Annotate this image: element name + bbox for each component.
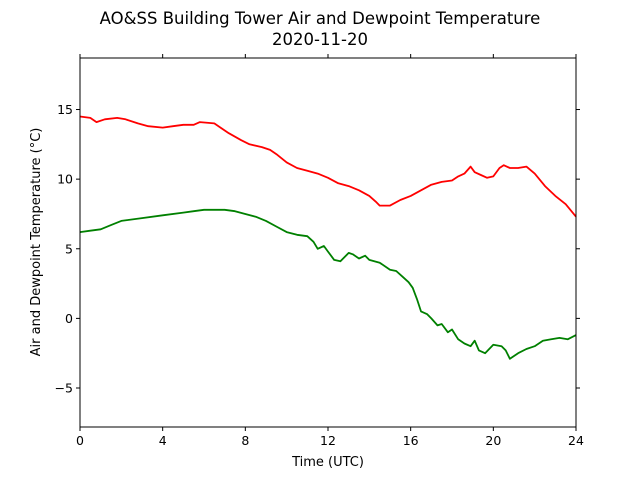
x-axis-label: Time (UTC) xyxy=(291,455,364,470)
plot-frame xyxy=(79,57,577,428)
y-tick-label: −5 xyxy=(55,381,73,396)
y-axis-ticks: −5 0 5 10 15 xyxy=(55,102,580,396)
x-tick-label: 0 xyxy=(76,433,84,448)
x-tick-label: 16 xyxy=(403,433,419,448)
y-tick-label: 5 xyxy=(65,241,73,256)
x-tick-label: 24 xyxy=(568,433,584,448)
y-tick-label: 10 xyxy=(57,172,73,187)
series-lines xyxy=(79,115,577,360)
x-tick-label: 8 xyxy=(241,433,249,448)
chart-title: AO&SS Building Tower Air and Dewpoint Te… xyxy=(100,9,541,28)
x-axis-ticks: 0 4 8 12 16 20 24 xyxy=(76,54,584,448)
x-tick-label: 12 xyxy=(320,433,336,448)
x-tick-label: 4 xyxy=(159,433,167,448)
series-line-1 xyxy=(79,115,577,218)
series-line-2 xyxy=(79,208,577,360)
y-axis-label: Air and Dewpoint Temperature (°C) xyxy=(29,128,44,357)
y-tick-label: 15 xyxy=(57,102,73,117)
chart-subtitle: 2020-11-20 xyxy=(272,30,368,49)
y-tick-label: 0 xyxy=(65,311,73,326)
x-tick-label: 20 xyxy=(485,433,501,448)
